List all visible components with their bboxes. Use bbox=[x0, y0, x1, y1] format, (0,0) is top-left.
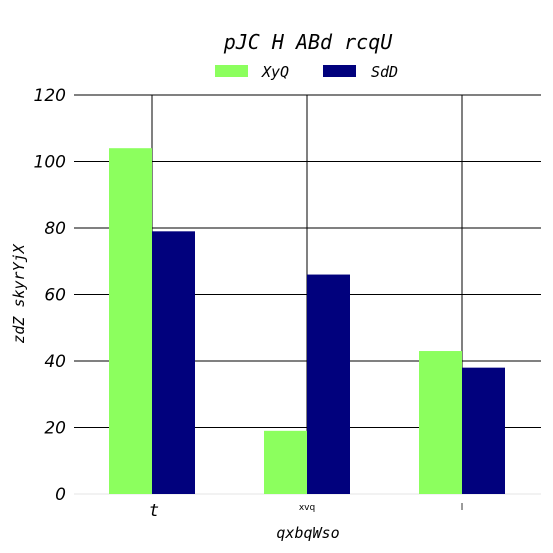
y-tick-label: 120 bbox=[34, 86, 66, 106]
y-tick-label: 100 bbox=[34, 153, 66, 173]
y-tick-label: 40 bbox=[44, 352, 66, 372]
bars bbox=[109, 148, 505, 494]
y-axis-label: zdZ skyrYjX bbox=[10, 243, 28, 343]
bar-xyq-xvq bbox=[264, 430, 307, 494]
chart-title: pJC H ABd rcqU bbox=[223, 30, 394, 54]
bar-sdd-t bbox=[152, 231, 195, 494]
legend-label-xyq: XyQ bbox=[261, 63, 289, 81]
x-axis-ticks: t xvq l bbox=[149, 501, 463, 521]
bar-xyq-l bbox=[419, 351, 462, 494]
y-tick-label: 20 bbox=[44, 419, 66, 439]
bar-xyq-t bbox=[109, 148, 152, 494]
legend: XyQ SdD bbox=[215, 63, 398, 81]
bar-sdd-l bbox=[462, 367, 505, 494]
y-tick-label: 80 bbox=[44, 219, 66, 239]
bar-sdd-xvq bbox=[307, 274, 350, 494]
legend-swatch-sdd bbox=[323, 65, 356, 77]
legend-swatch-xyq bbox=[215, 65, 248, 77]
y-tick-label: 60 bbox=[44, 286, 66, 306]
x-axis-label: qxbqWso bbox=[276, 524, 339, 542]
x-tick-label: xvq bbox=[299, 503, 315, 513]
x-tick-label: t bbox=[149, 501, 159, 521]
x-tick-label: l bbox=[461, 503, 464, 513]
y-tick-label: 0 bbox=[55, 485, 66, 505]
y-axis-ticks: 0 20 40 60 80 100 120 bbox=[34, 86, 66, 505]
legend-label-sdd: SdD bbox=[371, 63, 398, 81]
